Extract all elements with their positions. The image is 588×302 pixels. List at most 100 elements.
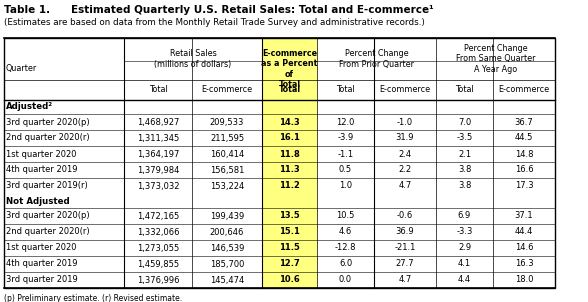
Text: 6.0: 6.0 (339, 259, 352, 268)
Text: 11.3: 11.3 (279, 165, 300, 175)
Text: 4.7: 4.7 (399, 182, 412, 191)
Text: 7.0: 7.0 (458, 117, 471, 127)
Text: 2.4: 2.4 (399, 149, 412, 159)
Text: -3.5: -3.5 (456, 133, 473, 143)
Text: 11.8: 11.8 (279, 149, 300, 159)
Text: 1st quarter 2020: 1st quarter 2020 (6, 149, 76, 159)
Text: E-commerce: E-commerce (202, 85, 253, 95)
Text: 11.2: 11.2 (279, 182, 300, 191)
Text: 1.0: 1.0 (339, 182, 352, 191)
Text: 199,439: 199,439 (210, 211, 244, 220)
Text: 4.6: 4.6 (339, 227, 352, 236)
Text: Quarter: Quarter (6, 65, 37, 73)
Text: -12.8: -12.8 (335, 243, 356, 252)
Text: 2.9: 2.9 (458, 243, 471, 252)
Text: 15.1: 15.1 (279, 227, 300, 236)
Text: 0.0: 0.0 (339, 275, 352, 284)
Text: 36.9: 36.9 (396, 227, 415, 236)
Text: Total: Total (455, 85, 474, 95)
Text: 16.3: 16.3 (514, 259, 533, 268)
Text: 1st quarter 2020: 1st quarter 2020 (6, 243, 76, 252)
Text: 2nd quarter 2020(r): 2nd quarter 2020(r) (6, 133, 89, 143)
Text: 1,373,032: 1,373,032 (137, 182, 179, 191)
Text: 4.4: 4.4 (458, 275, 471, 284)
Text: 209,533: 209,533 (210, 117, 244, 127)
Text: -3.3: -3.3 (456, 227, 473, 236)
Text: 44.5: 44.5 (515, 133, 533, 143)
Text: 1,459,855: 1,459,855 (137, 259, 179, 268)
Text: Total: Total (279, 85, 300, 95)
Text: 145,474: 145,474 (210, 275, 244, 284)
Text: 4th quarter 2019: 4th quarter 2019 (6, 259, 78, 268)
Text: Table 1.: Table 1. (4, 5, 50, 15)
Text: 12.7: 12.7 (279, 259, 300, 268)
Text: E-commerce
as a Percent
of
Total: E-commerce as a Percent of Total (261, 49, 318, 89)
Text: 16.1: 16.1 (279, 133, 300, 143)
Text: 3rd quarter 2019(r): 3rd quarter 2019(r) (6, 182, 88, 191)
Text: 16.6: 16.6 (514, 165, 533, 175)
Text: -0.6: -0.6 (397, 211, 413, 220)
Text: 18.0: 18.0 (514, 275, 533, 284)
Text: 3rd quarter 2019: 3rd quarter 2019 (6, 275, 78, 284)
Text: 1,273,055: 1,273,055 (137, 243, 179, 252)
Text: 211,595: 211,595 (210, 133, 244, 143)
Text: Percent Change
From Same Quarter
A Year Ago: Percent Change From Same Quarter A Year … (456, 44, 535, 74)
Text: 4.7: 4.7 (399, 275, 412, 284)
Text: 10.5: 10.5 (336, 211, 355, 220)
Bar (262, 38, 317, 288)
Text: 12.0: 12.0 (336, 117, 355, 127)
Text: (Estimates are based on data from the Monthly Retail Trade Survey and administra: (Estimates are based on data from the Mo… (4, 18, 425, 27)
Text: E-commerce: E-commerce (379, 85, 430, 95)
Text: 13.5: 13.5 (279, 211, 300, 220)
Text: 1,379,984: 1,379,984 (137, 165, 179, 175)
Bar (4, 38, 555, 288)
Text: Total: Total (336, 85, 355, 95)
Text: -1.1: -1.1 (338, 149, 353, 159)
Text: 0.5: 0.5 (339, 165, 352, 175)
Text: 27.7: 27.7 (396, 259, 415, 268)
Text: (p) Preliminary estimate. (r) Revised estimate.: (p) Preliminary estimate. (r) Revised es… (4, 294, 182, 302)
Text: 14.3: 14.3 (279, 117, 300, 127)
Text: 4th quarter 2019: 4th quarter 2019 (6, 165, 78, 175)
Text: 1,364,197: 1,364,197 (137, 149, 179, 159)
Text: Not Adjusted: Not Adjusted (6, 197, 69, 205)
Text: 1,332,066: 1,332,066 (137, 227, 179, 236)
Text: Estimated Quarterly U.S. Retail Sales: Total and E-commerce¹: Estimated Quarterly U.S. Retail Sales: T… (42, 5, 433, 15)
Text: Total: Total (149, 85, 168, 95)
Text: 1,376,996: 1,376,996 (137, 275, 179, 284)
Text: 6.9: 6.9 (458, 211, 471, 220)
Text: 160,414: 160,414 (210, 149, 244, 159)
Text: 153,224: 153,224 (210, 182, 244, 191)
Text: Retail Sales
(millions of dollars): Retail Sales (millions of dollars) (155, 49, 232, 69)
Text: 200,646: 200,646 (210, 227, 244, 236)
Text: -1.0: -1.0 (397, 117, 413, 127)
Text: 2.2: 2.2 (399, 165, 412, 175)
Text: 10.6: 10.6 (279, 275, 300, 284)
Text: 17.3: 17.3 (514, 182, 533, 191)
Text: 146,539: 146,539 (210, 243, 244, 252)
Text: 44.4: 44.4 (515, 227, 533, 236)
Text: 1,468,927: 1,468,927 (137, 117, 179, 127)
Text: 37.1: 37.1 (514, 211, 533, 220)
Text: 4.1: 4.1 (458, 259, 471, 268)
Text: 3rd quarter 2020(p): 3rd quarter 2020(p) (6, 211, 89, 220)
Text: -21.1: -21.1 (395, 243, 416, 252)
Text: 11.5: 11.5 (279, 243, 300, 252)
Text: 185,700: 185,700 (210, 259, 244, 268)
Text: 2.1: 2.1 (458, 149, 471, 159)
Text: 1,311,345: 1,311,345 (137, 133, 179, 143)
Text: Adjusted²: Adjusted² (6, 102, 53, 111)
Text: 36.7: 36.7 (514, 117, 533, 127)
Text: 3rd quarter 2020(p): 3rd quarter 2020(p) (6, 117, 89, 127)
Text: Percent Change
From Prior Quarter: Percent Change From Prior Quarter (339, 49, 414, 69)
Text: 3.8: 3.8 (458, 182, 471, 191)
Text: 31.9: 31.9 (396, 133, 415, 143)
Text: E-commerce: E-commerce (499, 85, 550, 95)
Text: 2nd quarter 2020(r): 2nd quarter 2020(r) (6, 227, 89, 236)
Text: 3.8: 3.8 (458, 165, 471, 175)
Text: 1,472,165: 1,472,165 (137, 211, 179, 220)
Text: 156,581: 156,581 (210, 165, 244, 175)
Text: 14.8: 14.8 (514, 149, 533, 159)
Text: 14.6: 14.6 (514, 243, 533, 252)
Text: -3.9: -3.9 (338, 133, 353, 143)
